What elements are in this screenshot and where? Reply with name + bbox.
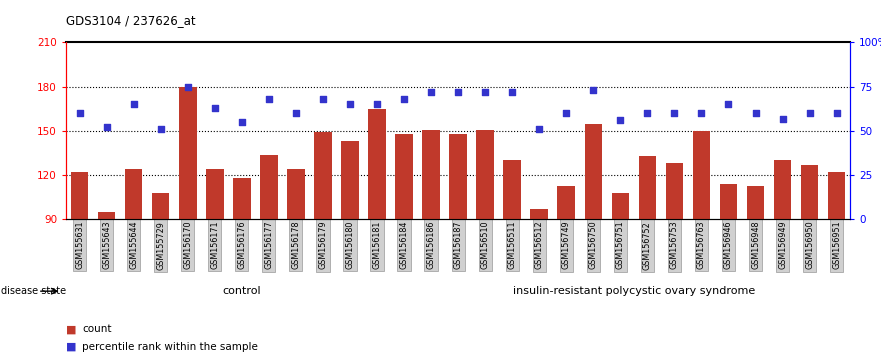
Bar (287, 169, 305, 219)
Bar (98, 212, 115, 219)
Bar (477, 130, 494, 219)
Bar (260, 155, 278, 219)
Point (100, 125, 114, 130)
Bar (396, 134, 413, 219)
Text: GDS3104 / 237626_at: GDS3104 / 237626_at (66, 14, 196, 27)
Point (749, 110, 763, 116)
Point (208, 105, 222, 111)
Bar (720, 184, 737, 219)
Bar (368, 109, 386, 219)
Point (694, 110, 708, 116)
Point (234, 119, 248, 125)
Point (640, 110, 655, 116)
Point (127, 102, 141, 107)
Bar (503, 160, 521, 219)
Bar (233, 178, 250, 219)
Point (532, 126, 546, 132)
Point (370, 102, 384, 107)
Bar (152, 193, 169, 219)
Point (289, 110, 303, 116)
Point (424, 89, 438, 95)
Bar (828, 172, 846, 219)
Bar (666, 164, 683, 219)
Bar (639, 156, 656, 219)
Bar (422, 130, 440, 219)
Text: ■: ■ (66, 324, 77, 334)
Text: insulin-resistant polycystic ovary syndrome: insulin-resistant polycystic ovary syndr… (513, 286, 755, 296)
Bar (692, 131, 710, 219)
Text: control: control (223, 286, 261, 296)
Bar (611, 193, 629, 219)
Point (478, 89, 492, 95)
Bar (125, 169, 143, 219)
Bar (530, 209, 548, 219)
Point (153, 126, 167, 132)
Bar (801, 165, 818, 219)
Point (72, 110, 86, 116)
Point (316, 96, 330, 102)
Point (451, 89, 465, 95)
Text: percentile rank within the sample: percentile rank within the sample (82, 342, 258, 352)
Bar (558, 185, 575, 219)
Bar (747, 185, 765, 219)
Point (181, 84, 195, 90)
Point (830, 110, 844, 116)
Bar (449, 134, 467, 219)
Bar (179, 87, 196, 219)
Bar (341, 141, 359, 219)
Point (343, 102, 357, 107)
Point (559, 110, 574, 116)
Text: disease state: disease state (1, 286, 66, 296)
Text: ■: ■ (66, 342, 77, 352)
Point (613, 118, 627, 123)
Bar (70, 172, 88, 219)
Point (722, 102, 736, 107)
Point (397, 96, 411, 102)
Bar (774, 160, 791, 219)
Point (505, 89, 519, 95)
Point (803, 110, 817, 116)
Bar (315, 132, 332, 219)
Bar (206, 169, 224, 219)
Bar (584, 124, 602, 219)
Point (775, 116, 789, 121)
Text: count: count (82, 324, 111, 334)
Point (668, 110, 682, 116)
Point (586, 87, 600, 93)
Point (262, 96, 276, 102)
